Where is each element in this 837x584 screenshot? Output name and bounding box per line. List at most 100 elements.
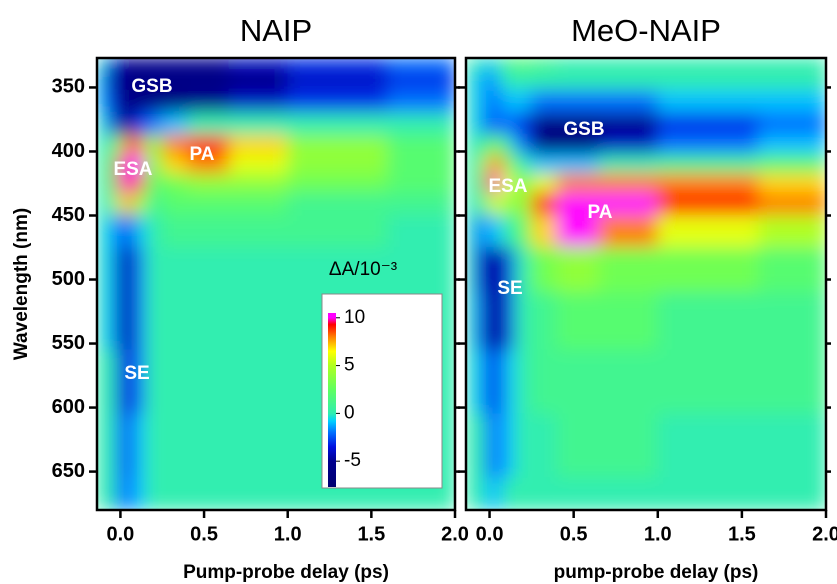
heatmap-cell bbox=[104, 58, 117, 72]
heatmap-cell bbox=[514, 247, 533, 293]
heatmap-cell bbox=[97, 90, 106, 114]
heatmap-cell bbox=[556, 291, 600, 351]
heatmap-cell bbox=[484, 477, 495, 510]
colorbar-tick-label: -5 bbox=[344, 450, 361, 471]
heatmap-cell bbox=[97, 247, 106, 293]
heatmap-cell bbox=[466, 214, 475, 249]
heatmap-cell bbox=[556, 247, 600, 293]
heatmap-cell bbox=[556, 154, 600, 175]
heatmap-cell bbox=[531, 112, 558, 136]
heatmap-cell bbox=[186, 90, 230, 114]
heatmap-cell bbox=[97, 477, 106, 510]
heatmap-cell bbox=[758, 192, 826, 216]
heatmap-cell bbox=[493, 112, 503, 136]
heatmap-cell bbox=[531, 214, 558, 249]
heatmap-cell bbox=[115, 112, 126, 136]
x-tick-label: 2.0 bbox=[812, 523, 837, 545]
heatmap-cell bbox=[493, 154, 503, 175]
heatmap-cell bbox=[484, 134, 495, 156]
heatmap-cell bbox=[484, 413, 495, 479]
heatmap-cell bbox=[473, 134, 486, 156]
annotation: GSB bbox=[131, 76, 172, 97]
heatmap-cell bbox=[473, 291, 486, 351]
heatmap-cell bbox=[387, 192, 455, 216]
heatmap-cell bbox=[228, 134, 289, 156]
heatmap-cell bbox=[115, 214, 126, 249]
heatmap-cell bbox=[387, 214, 455, 249]
heatmap-cell bbox=[657, 192, 760, 216]
heatmap-cell bbox=[598, 214, 659, 249]
heatmap-cell bbox=[514, 70, 533, 92]
heatmap-cell bbox=[115, 349, 126, 415]
heatmap-cell bbox=[758, 291, 826, 351]
heatmap-area bbox=[466, 58, 826, 510]
heatmap-cell bbox=[104, 192, 117, 216]
heatmap-cell bbox=[124, 413, 134, 479]
heatmap-cell bbox=[387, 134, 455, 156]
heatmap-cell bbox=[514, 112, 533, 136]
heatmap-cell bbox=[657, 58, 760, 72]
heatmap-cell bbox=[145, 173, 163, 194]
heatmap-cell bbox=[161, 477, 188, 510]
heatmap-cell bbox=[657, 70, 760, 92]
heatmap-cell bbox=[104, 112, 117, 136]
heatmap-cell bbox=[145, 134, 163, 156]
heatmap-cell bbox=[484, 70, 495, 92]
heatmap-cell bbox=[514, 173, 533, 194]
heatmap-cell bbox=[501, 477, 516, 510]
heatmap-cell bbox=[124, 477, 134, 510]
heatmap-cell bbox=[493, 70, 503, 92]
heatmap-cell bbox=[287, 214, 389, 249]
heatmap-cell bbox=[501, 247, 516, 293]
chart-title: NAIP bbox=[240, 13, 312, 48]
heatmap-cell bbox=[145, 70, 163, 92]
heatmap-cell bbox=[387, 154, 455, 175]
heatmap-cell bbox=[387, 70, 455, 92]
heatmap-cell bbox=[473, 154, 486, 175]
heatmap-cell bbox=[145, 291, 163, 351]
heatmap-cell bbox=[104, 349, 117, 415]
heatmap-cell bbox=[124, 349, 134, 415]
heatmap-cell bbox=[104, 413, 117, 479]
heatmap-cell bbox=[115, 90, 126, 114]
heatmap-cell bbox=[466, 90, 475, 114]
heatmap-cell bbox=[186, 134, 230, 156]
heatmap-cell bbox=[531, 477, 558, 510]
heatmap-cell bbox=[493, 214, 503, 249]
heatmap-cell bbox=[104, 247, 117, 293]
heatmap-cell bbox=[501, 112, 516, 136]
heatmap-cell bbox=[132, 154, 147, 175]
heatmap-cell bbox=[161, 173, 188, 194]
heatmap-cell bbox=[598, 70, 659, 92]
heatmap-cell bbox=[97, 58, 106, 72]
heatmap-cell bbox=[115, 154, 126, 175]
heatmap-cell bbox=[493, 477, 503, 510]
heatmap-cell bbox=[387, 173, 455, 194]
heatmap-cell bbox=[493, 192, 503, 216]
y-axis-label: Wavelength (nm) bbox=[11, 208, 32, 360]
heatmap-cell bbox=[484, 154, 495, 175]
heatmap-cell bbox=[161, 291, 188, 351]
heatmap-cell bbox=[598, 112, 659, 136]
heatmap-cell bbox=[145, 349, 163, 415]
heatmap-cell bbox=[466, 112, 475, 136]
heatmap-cell bbox=[466, 154, 475, 175]
heatmap-cell bbox=[758, 112, 826, 136]
heatmap-cell bbox=[132, 112, 147, 136]
heatmap-cell bbox=[466, 58, 475, 72]
heatmap-cell bbox=[186, 247, 230, 293]
heatmap-cell bbox=[287, 134, 389, 156]
heatmap-cell bbox=[484, 247, 495, 293]
heatmap-cell bbox=[514, 413, 533, 479]
heatmap-cell bbox=[556, 112, 600, 136]
heatmap-cell bbox=[556, 192, 600, 216]
heatmap-cell bbox=[161, 70, 188, 92]
heatmap-cell bbox=[145, 214, 163, 249]
heatmap-cell bbox=[124, 58, 134, 72]
x-axis-label: pump-probe delay (ps) bbox=[554, 562, 759, 583]
heatmap-cell bbox=[104, 154, 117, 175]
heatmap-cell bbox=[186, 173, 230, 194]
x-tick-label: 0.0 bbox=[476, 523, 504, 545]
heatmap-cell bbox=[493, 173, 503, 194]
x-tick-label: 1.0 bbox=[644, 523, 672, 545]
